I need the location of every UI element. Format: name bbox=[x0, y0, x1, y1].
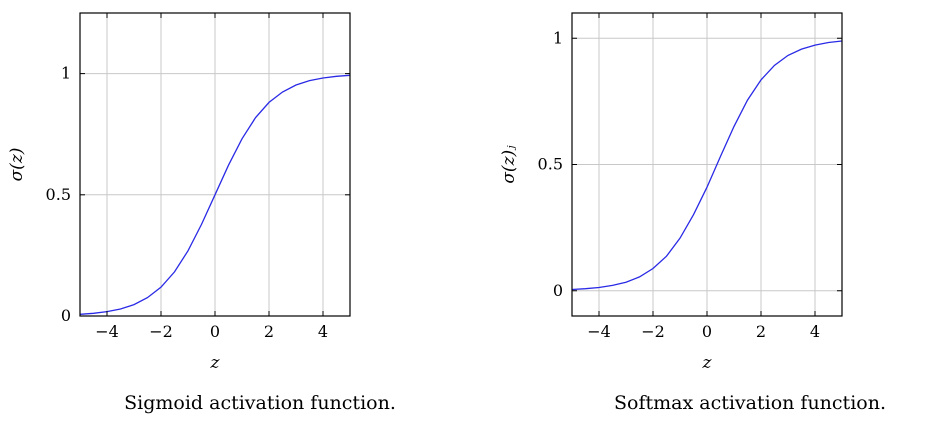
y-tick-label: 0 bbox=[61, 306, 71, 325]
y-tick-label: 1 bbox=[61, 64, 71, 83]
y-tick-label: 0.5 bbox=[46, 185, 71, 204]
y-tick-label: 0.5 bbox=[538, 155, 563, 174]
y-axis-label: σ(z)ⱼ bbox=[499, 145, 519, 184]
series-line-sigmoid bbox=[80, 74, 350, 315]
chart-softmax: −4 −2 0 2 4 0 0.5 1 z σ(z)ⱼ bbox=[499, 12, 843, 373]
y-tick-label: 0 bbox=[553, 281, 563, 300]
x-axis-label: z bbox=[702, 353, 713, 373]
x-tick-label: 2 bbox=[756, 322, 766, 341]
x-tick-label: 4 bbox=[810, 322, 820, 341]
x-tick-label: −4 bbox=[95, 322, 119, 341]
y-axis-label: σ(z) bbox=[7, 148, 27, 182]
x-tick-label: −2 bbox=[149, 322, 173, 341]
x-tick-label: 4 bbox=[318, 322, 328, 341]
x-tick-label: 0 bbox=[702, 322, 712, 341]
x-tick-label: −4 bbox=[587, 322, 611, 341]
caption-sigmoid: Sigmoid activation function. bbox=[124, 392, 396, 414]
series-line-softmax bbox=[572, 40, 842, 291]
x-tick-label: −2 bbox=[641, 322, 665, 341]
x-tick-label: 0 bbox=[210, 322, 220, 341]
y-tick-label: 1 bbox=[553, 28, 563, 47]
x-axis-label: z bbox=[210, 353, 221, 373]
chart-sigmoid: −4 −2 0 2 4 0 0.5 1 z σ(z) bbox=[7, 12, 351, 373]
x-tick-label: 2 bbox=[264, 322, 274, 341]
caption-softmax: Softmax activation function. bbox=[614, 392, 886, 414]
